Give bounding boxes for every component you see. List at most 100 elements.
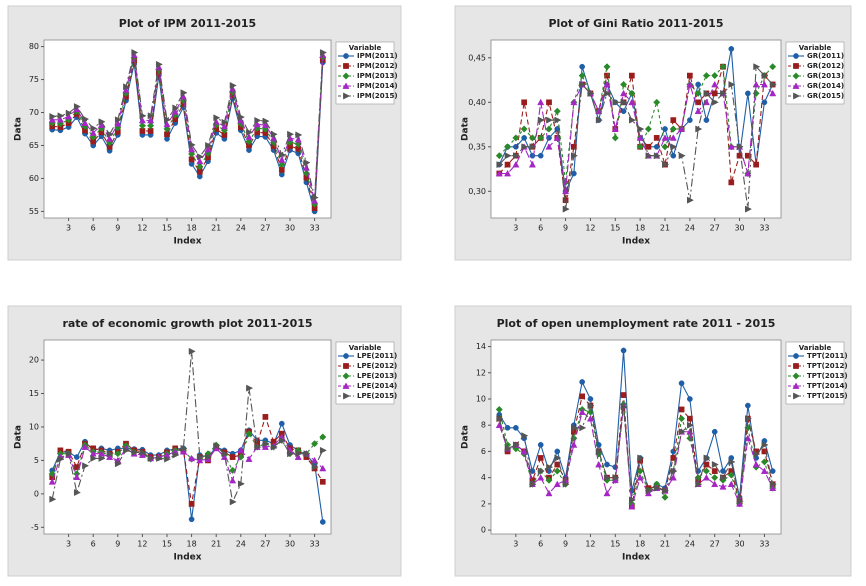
x-tick-label: 18 — [635, 224, 645, 233]
marker — [745, 90, 751, 97]
marker — [261, 443, 269, 450]
marker — [342, 82, 350, 89]
marker — [90, 124, 98, 132]
x-tick-label: 27 — [710, 224, 720, 233]
marker — [82, 115, 90, 123]
marker — [628, 98, 636, 106]
marker — [695, 125, 703, 133]
y-axis-label: Data — [461, 425, 471, 449]
marker — [278, 161, 286, 169]
marker — [662, 487, 670, 495]
y-tick-label: 0,40 — [468, 98, 486, 107]
marker — [792, 82, 800, 89]
legend-label: GR(2014) — [807, 82, 844, 90]
marker — [270, 443, 278, 451]
marker — [262, 414, 269, 420]
marker — [220, 453, 228, 460]
marker — [678, 152, 686, 160]
marker — [603, 63, 611, 71]
marker — [694, 89, 702, 97]
marker — [287, 130, 295, 138]
marker — [342, 382, 350, 389]
series-line — [51, 415, 324, 504]
marker — [213, 442, 221, 450]
marker — [48, 478, 56, 485]
marker — [229, 498, 237, 506]
marker — [180, 444, 188, 452]
y-axis-label: Data — [461, 117, 471, 141]
legend-label: GR(2011) — [807, 52, 844, 60]
x-tick-label: 24 — [236, 540, 246, 549]
marker — [645, 143, 652, 150]
marker — [213, 114, 221, 122]
marker — [220, 122, 228, 130]
marker — [123, 83, 131, 91]
x-tick-label: 12 — [585, 224, 595, 233]
marker — [703, 454, 711, 462]
chart-title: Plot of Gini Ratio 2011-2015 — [549, 17, 724, 30]
marker — [711, 480, 719, 488]
marker — [319, 478, 326, 485]
marker — [495, 169, 503, 177]
marker — [73, 473, 81, 480]
marker — [319, 464, 327, 472]
x-tick-label: 21 — [211, 540, 221, 549]
marker — [188, 141, 196, 149]
marker — [56, 116, 64, 123]
x-tick-label: 33 — [310, 540, 320, 549]
y-tick-label: 65 — [29, 141, 39, 150]
marker — [537, 474, 545, 481]
y-tick-label: 0,45 — [468, 53, 486, 62]
marker — [720, 474, 728, 482]
marker — [769, 89, 777, 97]
marker — [793, 363, 799, 369]
marker — [636, 143, 644, 151]
marker — [745, 415, 753, 423]
marker — [760, 458, 768, 466]
marker — [521, 99, 527, 106]
marker — [262, 440, 270, 448]
marker — [595, 116, 603, 124]
marker — [678, 380, 685, 387]
x-tick-label: 24 — [685, 540, 695, 549]
marker — [73, 103, 81, 111]
marker — [311, 197, 319, 204]
marker — [793, 63, 799, 69]
marker — [562, 480, 570, 488]
marker — [711, 80, 719, 88]
marker — [604, 474, 612, 482]
marker — [604, 89, 612, 97]
marker — [752, 460, 760, 468]
y-tick-label: 10 — [29, 422, 39, 431]
legend-label: GR(2012) — [807, 62, 844, 70]
marker — [711, 461, 719, 469]
marker — [98, 454, 106, 462]
marker — [578, 72, 586, 80]
marker — [504, 424, 511, 431]
marker — [520, 447, 528, 455]
marker — [229, 476, 237, 484]
marker — [678, 428, 686, 436]
series-line — [498, 394, 774, 507]
marker — [753, 161, 759, 168]
y-tick-label: 12 — [476, 368, 486, 377]
legend-title: Variable — [349, 44, 382, 52]
x-tick-label: 9 — [563, 224, 568, 233]
marker — [229, 81, 237, 89]
marker — [278, 156, 286, 163]
marker — [579, 80, 587, 89]
marker — [653, 98, 661, 106]
marker — [587, 396, 594, 402]
marker — [343, 363, 349, 369]
marker — [294, 453, 302, 460]
y-tick-label: 0,30 — [468, 187, 486, 196]
marker — [513, 441, 521, 449]
marker — [155, 454, 163, 462]
marker — [604, 72, 610, 79]
marker — [147, 116, 155, 124]
marker — [81, 119, 89, 126]
x-tick-label: 18 — [187, 540, 197, 549]
marker — [65, 109, 73, 117]
legend-label: IPM(2013) — [357, 72, 398, 80]
y-tick-label: -5 — [31, 523, 39, 532]
